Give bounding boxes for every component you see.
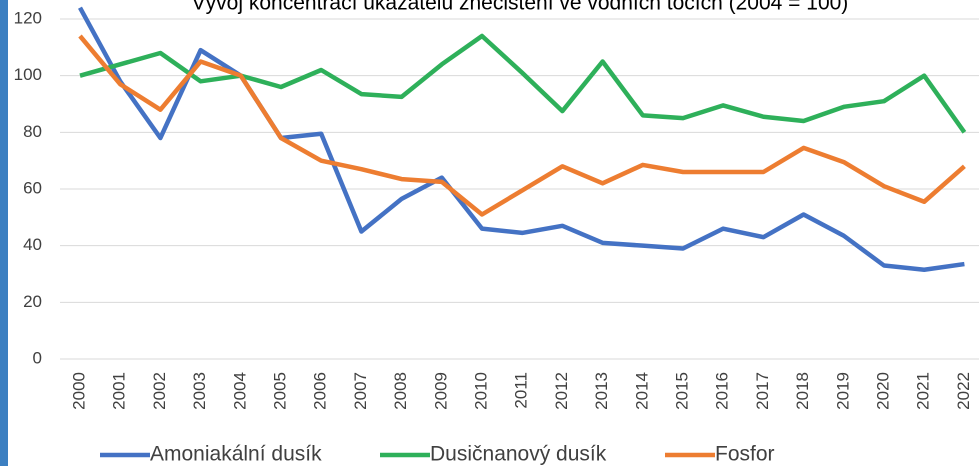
y-tick-label: 80	[23, 122, 42, 141]
x-tick-label: 2009	[431, 372, 450, 410]
x-tick-label: 2006	[311, 372, 330, 410]
x-tick-label: 2001	[110, 372, 129, 410]
x-tick-label: 2016	[713, 372, 732, 410]
series-line	[78, 34, 966, 217]
x-tick-label: 2022	[954, 372, 973, 410]
x-tick-label: 2014	[632, 372, 651, 410]
chart-title: Vývoj koncentrací ukazatelů znečištění v…	[192, 0, 849, 15]
x-tick-label: 2011	[512, 372, 531, 409]
x-tick-label: 2002	[150, 372, 169, 410]
x-tick-label: 2007	[351, 372, 370, 410]
x-tick-label: 2008	[391, 372, 410, 410]
x-tick-label: 2015	[672, 372, 691, 410]
legend-label: Amoniakální dusík	[150, 443, 322, 466]
legend-label: Dusičnanový dusík	[430, 443, 607, 466]
x-tick-label: 2017	[753, 372, 772, 410]
y-tick-label: 120	[14, 8, 42, 27]
y-tick-label: 100	[14, 65, 42, 84]
x-tick-label: 2021	[914, 372, 933, 410]
x-tick-label: 2004	[230, 372, 249, 410]
y-tick-label: 60	[23, 178, 42, 197]
x-tick-label: 2005	[270, 372, 289, 410]
series-line	[78, 6, 965, 272]
side-stripe	[0, 0, 8, 466]
x-tick-label: 2018	[793, 372, 812, 410]
legend-label: Fosfor	[715, 443, 775, 466]
x-tick-label: 2012	[552, 372, 571, 410]
x-tick-label: 2019	[833, 372, 852, 410]
x-tick-label: 2020	[873, 372, 892, 410]
x-tick-label: 2013	[592, 372, 611, 410]
x-tick-label: 2003	[190, 372, 209, 410]
y-tick-label: 40	[23, 235, 42, 254]
y-tick-label: 0	[33, 348, 42, 367]
x-tick-label: 2010	[471, 372, 490, 410]
x-tick-label: 2000	[69, 372, 88, 410]
y-tick-label: 20	[23, 292, 42, 311]
series-line	[79, 33, 967, 134]
